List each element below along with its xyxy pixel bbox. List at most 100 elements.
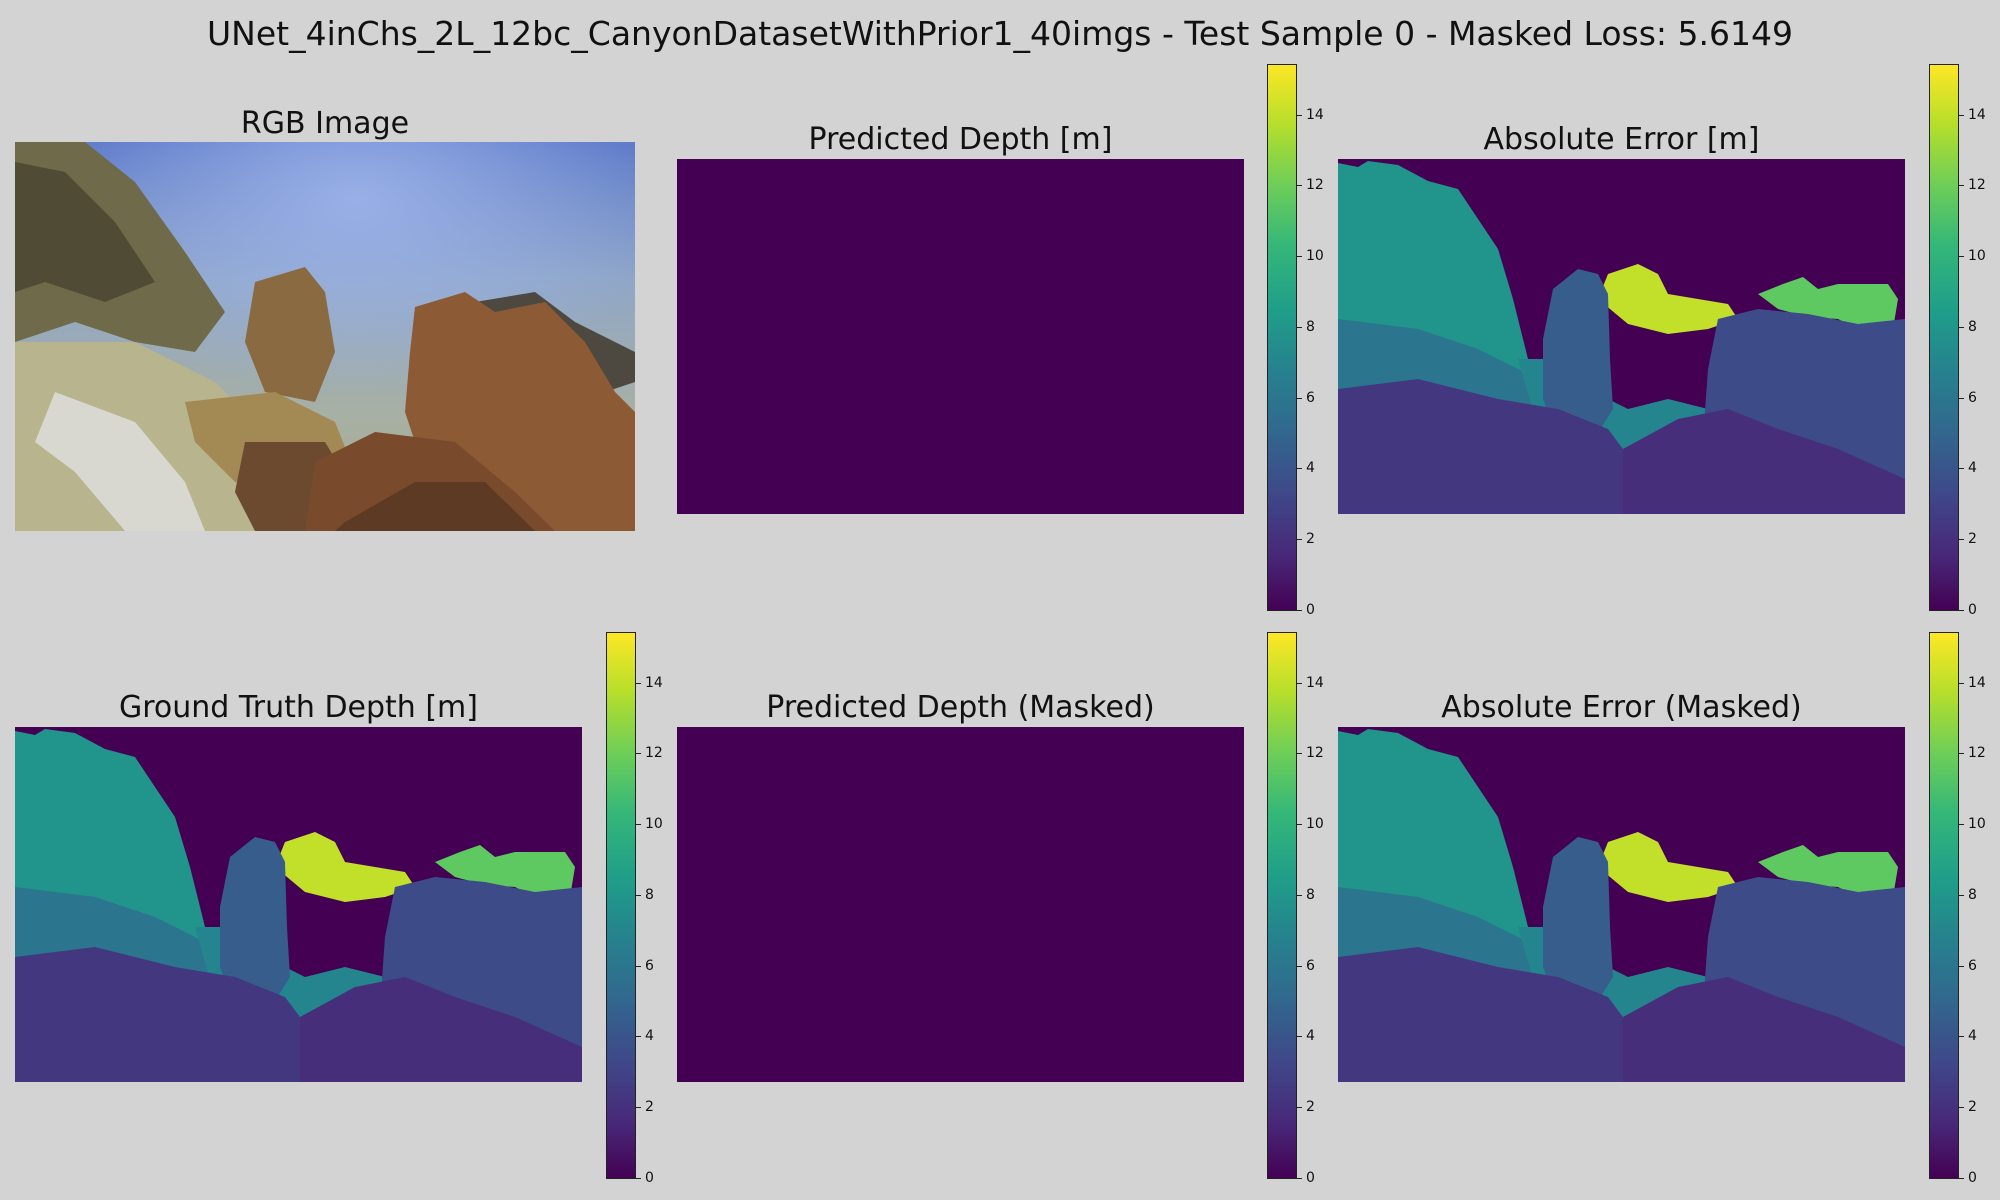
colorbar-tick-label: 10 <box>1306 248 1324 265</box>
depth-region-foreground-rock <box>1623 977 1905 1082</box>
depth-region-foreground-rock <box>300 977 582 1082</box>
colorbar-tick <box>1958 824 1964 826</box>
colorbar-tick <box>1958 1036 1964 1038</box>
colorbar-tick <box>635 824 641 826</box>
colorbar-tick-label: 6 <box>1968 389 1977 406</box>
colorbar-tick-label: 10 <box>1306 816 1324 833</box>
abs-err-masked-colorbar: 0 2 4 6 8 10 12 14 <box>1929 632 1986 1186</box>
pred-heatmap <box>677 159 1244 514</box>
colorbar-tick <box>1296 824 1302 826</box>
colorbar-tick-label: 14 <box>1968 106 1986 123</box>
colorbar-tick-label: 10 <box>1968 816 1986 833</box>
abs-err-panel-title: Absolute Error [m] <box>1483 122 1760 157</box>
depth-region-foreground-rock <box>1623 409 1905 514</box>
colorbar-tick <box>1296 1036 1302 1038</box>
colorbar-tick-label: 14 <box>1968 674 1986 691</box>
colorbar-tick-label: 12 <box>1306 177 1324 194</box>
colorbar-tick-label: 0 <box>1968 1170 1977 1186</box>
colorbar-tick <box>635 1107 641 1109</box>
gt-panel-title: Ground Truth Depth [m] <box>118 690 478 725</box>
colorbar-tick-label: 14 <box>1306 106 1324 123</box>
colorbar-tick <box>1958 256 1964 258</box>
depth-region-far-rocks-yellow <box>275 832 415 902</box>
colorbar-tick <box>635 682 641 684</box>
colorbar-tick-label: 10 <box>1968 248 1986 265</box>
colorbar-tick <box>1296 682 1302 684</box>
colorbar-tick <box>1958 185 1964 187</box>
colorbar-tick-label: 2 <box>645 1099 654 1116</box>
gt-colorbar: 0 2 4 6 8 10 12 14 <box>606 632 663 1186</box>
colorbar-tick-label: 8 <box>645 886 654 903</box>
colorbar-tick-label: 8 <box>1306 886 1315 903</box>
colorbar-tick-label: 6 <box>1968 957 1977 974</box>
colorbar-tick <box>1958 114 1964 116</box>
colorbar-tick-label: 12 <box>645 745 663 762</box>
depth-region-far-rocks-green <box>1758 277 1898 334</box>
abs-err-masked-panel-title: Absolute Error (Masked) <box>1441 690 1802 725</box>
colorbar-tick <box>1958 1178 1964 1179</box>
colorbar-tick <box>635 965 641 967</box>
colorbar-tick <box>1958 894 1964 896</box>
depth-region-lower-left-ground <box>1338 947 1638 1082</box>
pred-colorbar: 0 2 4 6 8 10 12 14 <box>1267 64 1324 618</box>
depth-region-center-pillar <box>1543 837 1613 1017</box>
colorbar-tick-label: 2 <box>1968 1099 1977 1116</box>
colorbar-tick <box>1958 326 1964 328</box>
pred-panel-title: Predicted Depth [m] <box>808 122 1113 157</box>
colorbar-tick <box>1296 894 1302 896</box>
depth-region-far-rocks-yellow <box>1598 832 1738 902</box>
pred-masked-heatmap <box>677 727 1244 1082</box>
colorbar-tick-label: 6 <box>645 957 654 974</box>
colorbar-tick-label: 0 <box>1306 1170 1315 1186</box>
colorbar-tick-label: 12 <box>1306 745 1324 762</box>
colorbar-tick <box>1958 1107 1964 1109</box>
colorbar-tick-label: 8 <box>1968 886 1977 903</box>
colorbar-tick-label: 0 <box>1968 602 1977 618</box>
pred-masked-panel-title: Predicted Depth (Masked) <box>766 690 1155 725</box>
colorbar-tick <box>1296 610 1302 611</box>
gt-heatmap <box>15 727 582 1082</box>
abs-err-heatmap <box>1338 159 1905 514</box>
colorbar-tick-label: 14 <box>645 674 663 691</box>
colorbar-tick <box>1958 539 1964 541</box>
depth-region-center-pillar <box>1543 269 1613 449</box>
colorbar-tick-label: 0 <box>645 1170 654 1186</box>
colorbar-tick <box>1296 1178 1302 1179</box>
depth-region-far-rocks-yellow <box>1598 264 1738 334</box>
colorbar-tick-label: 8 <box>1968 318 1977 335</box>
figure-title: UNet_4inChs_2L_12bc_CanyonDatasetWithPri… <box>207 14 1793 53</box>
rgb-panel-title: RGB Image <box>240 106 410 141</box>
colorbar-tick <box>1296 114 1302 116</box>
colorbar-tick <box>1296 256 1302 258</box>
colorbar-tick <box>1958 753 1964 755</box>
colorbar-tick <box>1296 185 1302 187</box>
colorbar-tick-label: 2 <box>1306 531 1315 548</box>
depth-region-far-rocks-green <box>435 845 575 902</box>
colorbar-tick <box>635 894 641 896</box>
colorbar-tick-label: 0 <box>1306 602 1315 618</box>
colorbar-tick <box>1296 965 1302 967</box>
colorbar-tick-label: 4 <box>1968 460 1977 477</box>
colorbar-tick-label: 4 <box>1306 460 1315 477</box>
colorbar-tick-label: 6 <box>1306 389 1315 406</box>
abs-err-colorbar: 0 2 4 6 8 10 12 14 <box>1929 64 1986 618</box>
colorbar-tick <box>635 1036 641 1038</box>
colorbar-tick <box>1296 326 1302 328</box>
colorbar-tick-label: 6 <box>1306 957 1315 974</box>
colorbar-tick <box>635 753 641 755</box>
colorbar-tick <box>1958 965 1964 967</box>
pred-masked-colorbar: 0 2 4 6 8 10 12 14 <box>1267 632 1324 1186</box>
colorbar-tick-label: 14 <box>1306 674 1324 691</box>
colorbar-tick-label: 2 <box>1968 531 1977 548</box>
depth-region-far-rocks-green <box>1758 845 1898 902</box>
rgb-image <box>15 142 635 531</box>
colorbar-tick-label: 4 <box>1306 1028 1315 1045</box>
colorbar-tick <box>1296 539 1302 541</box>
abs-err-masked-heatmap <box>1338 727 1905 1082</box>
colorbar-tick-label: 12 <box>1968 177 1986 194</box>
colorbar-tick-label: 4 <box>1968 1028 1977 1045</box>
colorbar-tick <box>1958 610 1964 611</box>
colorbar-tick <box>1958 682 1964 684</box>
colorbar-tick-label: 10 <box>645 816 663 833</box>
colorbar-tick <box>1296 1107 1302 1109</box>
